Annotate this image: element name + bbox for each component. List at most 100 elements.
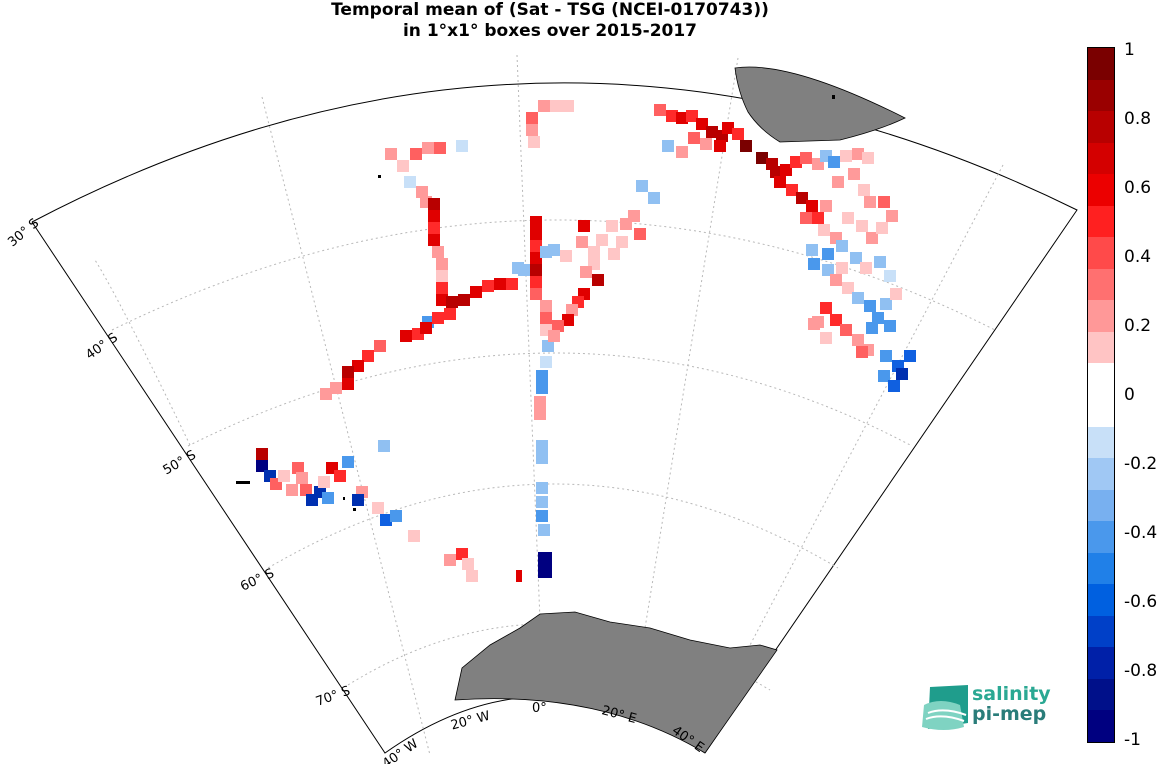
- data-box: [856, 346, 868, 358]
- data-box: [400, 330, 412, 342]
- data-box: [548, 330, 560, 342]
- data-box: [850, 252, 862, 264]
- logo-text-salinity: salinity: [972, 683, 1051, 705]
- lat-label: 50° S: [161, 448, 199, 479]
- data-box: [872, 312, 884, 324]
- data-box: [278, 470, 290, 482]
- data-box: [822, 248, 834, 260]
- data-box: [538, 524, 550, 536]
- data-box: [866, 322, 878, 334]
- data-box: [608, 248, 620, 260]
- colorbar-segment: [1088, 268, 1114, 301]
- data-box: [790, 156, 802, 168]
- data-box: [410, 148, 422, 160]
- colorbar: [1087, 47, 1115, 743]
- colorbar-tick-label: 1: [1124, 40, 1135, 60]
- data-box: [420, 322, 432, 334]
- graticule: [94, 54, 1004, 756]
- colorbar-tick-label: -0.6: [1124, 592, 1158, 612]
- data-box: [588, 246, 600, 258]
- data-box: [538, 564, 552, 578]
- data-box: [540, 312, 552, 324]
- data-box: [530, 252, 542, 264]
- data-box: [878, 196, 890, 208]
- data-box: [830, 314, 842, 326]
- data-box: [540, 300, 552, 312]
- data-box: [466, 570, 478, 582]
- title-line-2: in 1°x1° boxes over 2015-2017: [402, 21, 698, 41]
- data-box: [820, 302, 832, 314]
- data-box: [786, 184, 798, 196]
- colorbar-tick-label: -0.4: [1124, 523, 1158, 543]
- colorbar-segment: [1088, 458, 1114, 491]
- data-box: [552, 320, 564, 332]
- data-box: [666, 110, 678, 122]
- data-box: [397, 160, 409, 172]
- data-box: [530, 264, 542, 276]
- data-box: [852, 292, 864, 304]
- data-box: [840, 324, 852, 336]
- colorbar-segment: [1088, 174, 1114, 207]
- colorbar-tick-label: -0.2: [1124, 454, 1158, 474]
- data-box: [740, 140, 752, 152]
- colorbar-segment: [1088, 426, 1114, 459]
- data-box: [596, 234, 608, 246]
- data-box: [342, 456, 354, 468]
- lat-label: 70° S: [314, 684, 352, 710]
- data-box: [444, 308, 456, 320]
- data-box: [342, 378, 354, 390]
- data-box: [536, 370, 548, 382]
- data-box: [256, 460, 268, 472]
- data-box: [422, 142, 434, 154]
- data-box: [820, 200, 832, 212]
- data-box: [456, 548, 468, 560]
- data-box: [540, 356, 552, 368]
- data-box: [888, 380, 900, 392]
- data-box: [820, 332, 832, 344]
- data-box: [470, 286, 482, 298]
- data-box: [444, 554, 456, 566]
- data-box: [896, 368, 908, 380]
- data-box: [536, 496, 548, 508]
- data-box: [836, 262, 848, 274]
- data-box: [530, 288, 542, 300]
- data-box: [874, 256, 886, 268]
- lon-label: 20° W: [449, 709, 492, 734]
- data-box: [542, 340, 554, 352]
- colorbar-tick-label: -1: [1124, 730, 1141, 750]
- data-box: [636, 180, 648, 192]
- data-box: [536, 382, 548, 394]
- data-box: [518, 264, 530, 276]
- data-box: [852, 334, 864, 346]
- data-box: [432, 312, 444, 324]
- data-box: [286, 484, 298, 496]
- data-box: [318, 476, 330, 488]
- data-box: [808, 258, 820, 270]
- colorbar-segment: [1088, 521, 1114, 554]
- data-box: [538, 100, 550, 112]
- data-box: [550, 100, 562, 112]
- colorbar-tick-label: 0.6: [1124, 178, 1152, 198]
- data-box: [528, 136, 540, 148]
- data-box: [516, 570, 522, 582]
- data-box: [706, 126, 718, 138]
- data-box: [482, 280, 494, 292]
- data-box: [428, 222, 440, 234]
- data-box: [852, 148, 864, 160]
- data-box: [530, 240, 542, 252]
- data-box: [562, 314, 574, 326]
- data-box: [506, 278, 518, 290]
- data-boxes: [256, 100, 916, 582]
- data-box: [432, 246, 444, 258]
- data-box: [904, 350, 916, 362]
- data-box: [616, 236, 628, 248]
- data-box: [428, 234, 440, 246]
- data-box: [374, 340, 386, 352]
- data-box: [458, 294, 470, 306]
- data-box: [320, 388, 332, 400]
- data-box: [566, 304, 578, 316]
- data-box: [606, 220, 618, 232]
- colorbar-segment: [1088, 205, 1114, 238]
- data-box: [416, 186, 428, 198]
- colorbar-segment: [1088, 584, 1114, 617]
